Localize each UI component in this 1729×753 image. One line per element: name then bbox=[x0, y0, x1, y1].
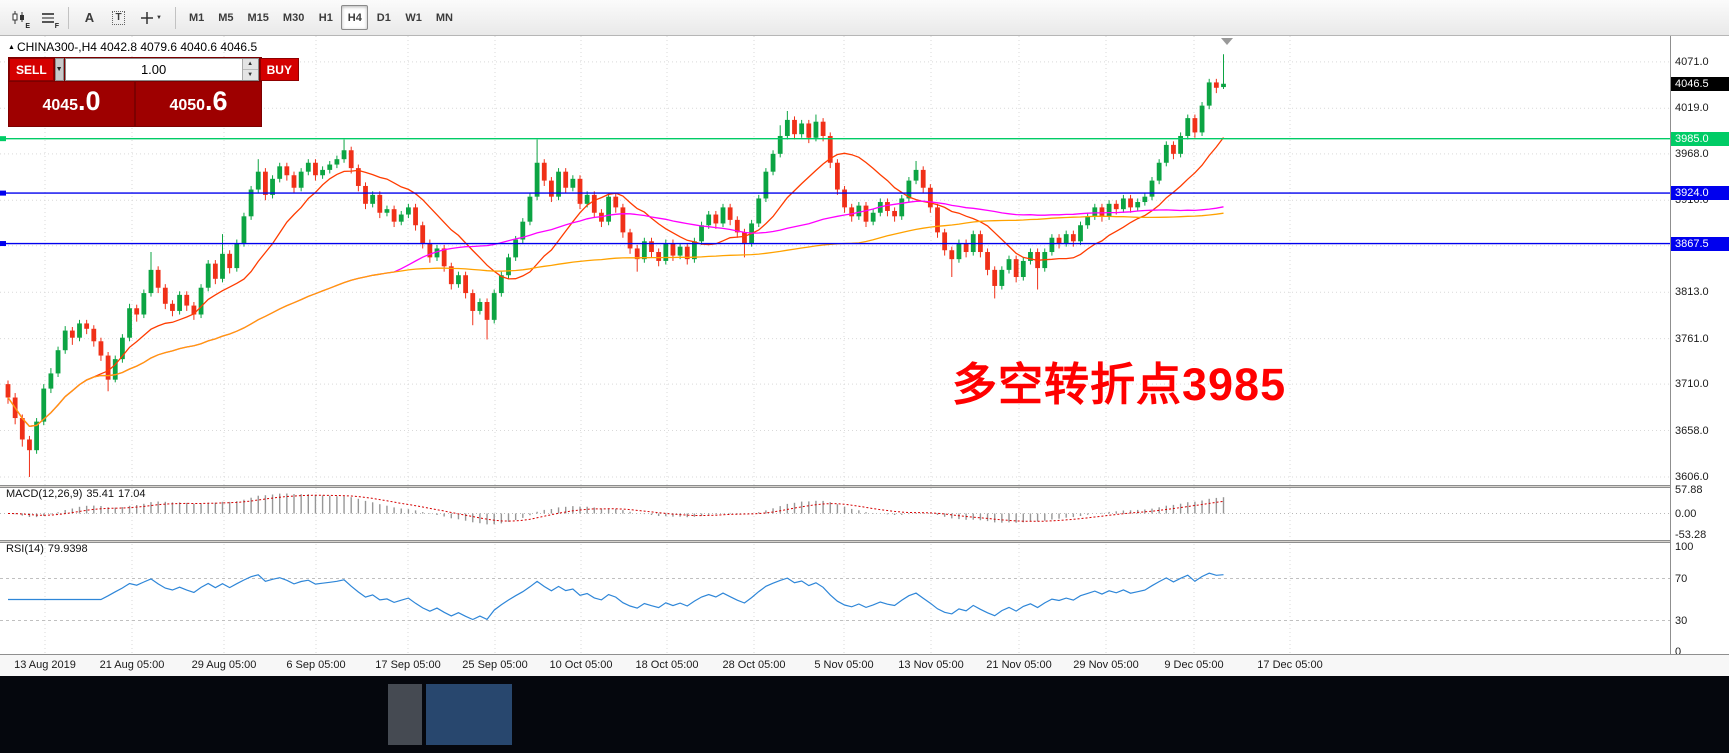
text-box-icon: T bbox=[112, 10, 125, 25]
toolbar-separator bbox=[174, 6, 176, 29]
level-edge-marker bbox=[0, 241, 6, 247]
time-axis-label: 13 Aug 2019 bbox=[14, 659, 76, 671]
volume-decrease-button[interactable]: ▼ bbox=[242, 70, 258, 80]
rsi-line bbox=[8, 572, 1224, 621]
time-axis-label: 6 Sep 05:00 bbox=[286, 659, 346, 671]
volume-increase-button[interactable]: ▲ bbox=[242, 59, 258, 70]
candlestick-series bbox=[5, 54, 1226, 477]
level-edge-marker bbox=[0, 136, 6, 142]
indicator-list-button[interactable]: F bbox=[34, 5, 61, 30]
buy-button[interactable]: BUY bbox=[259, 58, 299, 81]
macd-axis-label: -53.28 bbox=[1675, 529, 1707, 542]
timeframe-button-d1[interactable]: D1 bbox=[370, 5, 397, 30]
toolbar-badge: F bbox=[54, 23, 59, 30]
current-price-badge: 4046.5 bbox=[1671, 76, 1729, 91]
panel-separator[interactable] bbox=[0, 540, 1670, 543]
chart-annotation-text: 多空转折点3985 bbox=[952, 359, 1287, 410]
text-label-icon: A bbox=[84, 10, 95, 25]
chart-canvas[interactable]: ▲ CHINA300-,H4 4042.8 4079.6 4040.6 4046.… bbox=[0, 36, 1670, 654]
time-axis-label: 10 Oct 05:00 bbox=[549, 659, 613, 671]
macd-histogram bbox=[14, 493, 1225, 525]
price-tick-label: 4071.0 bbox=[1675, 55, 1709, 68]
level-edge-marker bbox=[0, 190, 6, 196]
order-type-dropdown[interactable]: ▼ bbox=[54, 58, 64, 81]
time-axis-label: 21 Aug 05:00 bbox=[99, 659, 165, 671]
price-tick-label: 3606.0 bbox=[1675, 470, 1709, 483]
time-axis-label: 5 Nov 05:00 bbox=[814, 659, 874, 671]
macd-signal-line bbox=[7, 494, 1224, 522]
price-tick-label: 3813.0 bbox=[1675, 286, 1709, 299]
price-tick-label: 3658.0 bbox=[1675, 424, 1709, 437]
timeframe-button-m5[interactable]: M5 bbox=[212, 5, 239, 30]
chart-shift-marker-icon[interactable] bbox=[1221, 38, 1233, 45]
chevron-down-icon: ▼ bbox=[156, 14, 162, 21]
macd-axis-label: 57.88 bbox=[1675, 484, 1703, 496]
text-box-button[interactable]: T bbox=[105, 5, 132, 30]
price-level-badge: 3924.0 bbox=[1671, 186, 1729, 201]
time-axis-label: 29 Nov 05:00 bbox=[1073, 659, 1139, 671]
rsi-axis-label: 0 bbox=[1675, 646, 1682, 658]
panel-separator[interactable] bbox=[0, 485, 1670, 488]
timeframe-button-m1[interactable]: M1 bbox=[183, 5, 210, 30]
candlestick-chart-icon bbox=[12, 11, 24, 24]
time-axis-label: 29 Aug 05:00 bbox=[191, 659, 257, 671]
price-tick-label: 3761.0 bbox=[1675, 332, 1709, 345]
chart-svg[interactable] bbox=[0, 36, 1670, 654]
rsi-header: RSI(14) 79.9398 bbox=[6, 543, 88, 555]
rsi-axis-label: 30 bbox=[1675, 614, 1688, 627]
time-axis-label: 13 Nov 05:00 bbox=[898, 659, 964, 671]
time-axis-label: 9 Dec 05:00 bbox=[1164, 659, 1224, 671]
price-tick-label: 3710.0 bbox=[1675, 378, 1709, 391]
price-axis[interactable]: 4071.04019.03968.03916.03865.03813.03761… bbox=[1670, 36, 1729, 658]
crosshair-icon bbox=[141, 11, 153, 24]
price-level-badge: 3985.0 bbox=[1671, 131, 1729, 146]
time-axis-label: 17 Dec 05:00 bbox=[1257, 659, 1323, 671]
timeframe-button-h1[interactable]: H1 bbox=[312, 5, 339, 30]
toolbar-badge: E bbox=[25, 23, 30, 30]
time-axis-label: 17 Sep 05:00 bbox=[375, 659, 441, 671]
timeframe-button-m30[interactable]: M30 bbox=[277, 5, 310, 30]
toolbar-separator bbox=[68, 6, 69, 29]
timeframe-toolbar: M1 M5 M15 M30 H1 H4 D1 W1 MN bbox=[182, 5, 460, 30]
sell-button[interactable]: SELL bbox=[9, 58, 54, 81]
timeframe-button-mn[interactable]: MN bbox=[430, 5, 459, 30]
time-axis[interactable]: 13 Aug 2019 21 Aug 05:00 29 Aug 05:00 6 Sep… bbox=[0, 654, 1729, 676]
price-level-badge: 3867.5 bbox=[1671, 236, 1729, 251]
sell-price-display: 4045.0 bbox=[9, 82, 134, 126]
indicator-list-icon bbox=[41, 12, 54, 23]
macd-axis-label: 0.00 bbox=[1675, 507, 1697, 520]
buy-price-display: 4050.6 bbox=[136, 82, 261, 126]
time-axis-label: 21 Nov 05:00 bbox=[986, 659, 1052, 671]
timeframe-button-m15[interactable]: M15 bbox=[242, 5, 275, 30]
chevron-down-icon: ▼ bbox=[55, 66, 63, 73]
macd-header: MACD(12,26,9) 35.41 17.04 bbox=[6, 488, 146, 500]
ma-line-slow bbox=[7, 212, 1224, 427]
volume-input[interactable] bbox=[65, 59, 242, 80]
time-axis-label: 25 Sep 05:00 bbox=[462, 659, 528, 671]
time-axis-label: 28 Oct 05:00 bbox=[722, 659, 786, 671]
grid bbox=[0, 36, 1670, 654]
one-click-trading-panel: SELL ▼ ▲ ▼ BUY 4045.0 bbox=[8, 57, 299, 127]
bottom-bar bbox=[0, 676, 1729, 753]
price-tick-label: 3968.0 bbox=[1675, 147, 1709, 160]
time-axis-label: 18 Oct 05:00 bbox=[635, 659, 699, 671]
rsi-axis-label: 100 bbox=[1675, 541, 1694, 553]
volume-field: ▲ ▼ bbox=[64, 58, 259, 81]
symbol-marker-icon: ▲ bbox=[8, 44, 15, 51]
chart-title: ▲ CHINA300-,H4 4042.8 4079.6 4040.6 4046.… bbox=[8, 40, 258, 54]
timeframe-button-w1[interactable]: W1 bbox=[399, 5, 428, 30]
top-toolbar: E F A T ▼ M1 M5 M15 M30 H1 H4 D1 W1 MN bbox=[0, 0, 1729, 36]
price-tick-label: 4019.0 bbox=[1675, 102, 1709, 115]
timeframe-button-h4[interactable]: H4 bbox=[341, 5, 369, 30]
candlestick-chart-button[interactable]: E bbox=[5, 5, 32, 30]
taskbar-item[interactable] bbox=[388, 684, 422, 745]
text-label-button[interactable]: A bbox=[76, 5, 103, 30]
chart-workspace: ▲ CHINA300-,H4 4042.8 4079.6 4040.6 4046.… bbox=[0, 36, 1729, 658]
rsi-axis-label: 70 bbox=[1675, 572, 1688, 585]
taskbar-item[interactable] bbox=[426, 684, 512, 745]
crosshair-button[interactable]: ▼ bbox=[134, 5, 168, 30]
volume-stepper: ▲ ▼ bbox=[241, 59, 258, 80]
